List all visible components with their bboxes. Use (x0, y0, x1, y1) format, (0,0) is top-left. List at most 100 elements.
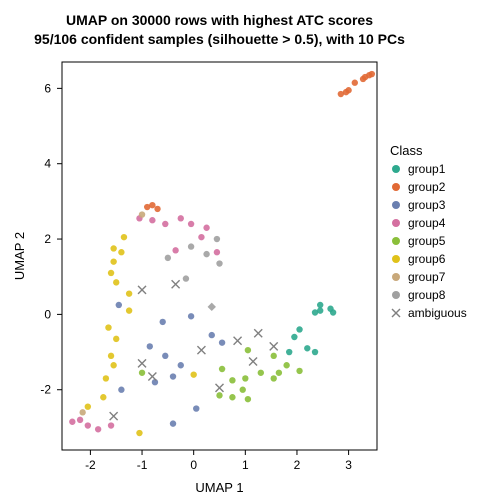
y-tick-label: 2 (44, 232, 51, 246)
y-tick-label: 4 (44, 157, 51, 171)
legend-swatch (392, 273, 400, 281)
point-group6 (110, 258, 116, 264)
x-tick-label: 3 (345, 458, 352, 472)
legend-swatch (392, 201, 400, 209)
point-group8 (165, 255, 171, 261)
legend-swatch (392, 165, 400, 173)
legend-label: group7 (408, 270, 446, 284)
point-group2 (154, 206, 160, 212)
point-group6 (121, 234, 127, 240)
point-group5 (229, 377, 235, 383)
point-group6 (190, 371, 196, 377)
point-group5 (240, 387, 246, 393)
point-group1 (317, 302, 323, 308)
point-group8 (183, 275, 189, 281)
y-axis-label: UMAP 2 (12, 232, 27, 280)
point-group4 (162, 221, 168, 227)
x-tick-label: 0 (190, 458, 197, 472)
point-group1 (317, 307, 323, 313)
point-group8 (203, 251, 209, 257)
point-group6 (103, 375, 109, 381)
point-group8 (214, 236, 220, 242)
legend-swatch (392, 219, 400, 227)
legend-label: group5 (408, 234, 446, 248)
point-group5 (283, 362, 289, 368)
legend-label: group2 (408, 180, 446, 194)
point-group8 (188, 243, 194, 249)
legend-label: group4 (408, 216, 446, 230)
point-group3 (193, 405, 199, 411)
point-group5 (229, 394, 235, 400)
point-group6 (110, 362, 116, 368)
point-group4 (95, 426, 101, 432)
point-group5 (271, 375, 277, 381)
point-group4 (188, 221, 194, 227)
point-group5 (242, 375, 248, 381)
point-group2 (345, 87, 351, 93)
point-group5 (276, 370, 282, 376)
point-group4 (85, 422, 91, 428)
point-group4 (149, 217, 155, 223)
point-group6 (113, 279, 119, 285)
legend-swatch (392, 255, 400, 263)
point-group5 (245, 347, 251, 353)
point-group3 (162, 353, 168, 359)
point-group1 (330, 309, 336, 315)
y-tick-label: -2 (40, 383, 51, 397)
point-group1 (286, 349, 292, 355)
point-group3 (116, 302, 122, 308)
point-group4 (69, 419, 75, 425)
point-group3 (178, 362, 184, 368)
point-group3 (209, 332, 215, 338)
point-group1 (304, 345, 310, 351)
point-group6 (126, 290, 132, 296)
legend-title: Class (390, 143, 423, 158)
chart-title-line2: 95/106 confident samples (silhouette > 0… (34, 31, 405, 47)
point-group2 (352, 80, 358, 86)
x-tick-label: 2 (294, 458, 301, 472)
point-group6 (126, 307, 132, 313)
point-group4 (178, 215, 184, 221)
point-group6 (105, 324, 111, 330)
point-group3 (159, 319, 165, 325)
x-tick-label: 1 (242, 458, 249, 472)
point-group2 (149, 202, 155, 208)
point-group5 (139, 370, 145, 376)
point-group4 (77, 417, 83, 423)
legend-label: group3 (408, 198, 446, 212)
point-group2 (369, 71, 375, 77)
x-tick-label: -1 (137, 458, 148, 472)
point-group6 (110, 245, 116, 251)
legend-swatch (392, 237, 400, 245)
point-group7 (79, 409, 85, 415)
point-group5 (296, 368, 302, 374)
y-tick-label: 0 (44, 307, 51, 321)
point-group3 (170, 373, 176, 379)
point-group4 (172, 247, 178, 253)
umap-scatter-chart: UMAP on 30000 rows with highest ATC scor… (0, 0, 504, 504)
point-group4 (214, 249, 220, 255)
point-group6 (113, 336, 119, 342)
point-group4 (108, 422, 114, 428)
point-group6 (136, 430, 142, 436)
point-group1 (312, 349, 318, 355)
legend-label: group1 (408, 162, 446, 176)
legend-swatch (392, 291, 400, 299)
chart-title-line1: UMAP on 30000 rows with highest ATC scor… (66, 12, 373, 28)
point-group3 (219, 339, 225, 345)
legend-label: group6 (408, 252, 446, 266)
point-group5 (271, 353, 277, 359)
point-group5 (216, 392, 222, 398)
point-group1 (291, 334, 297, 340)
legend-label: ambiguous (408, 306, 467, 320)
point-group5 (258, 370, 264, 376)
x-axis-label: UMAP 1 (195, 480, 243, 495)
point-group5 (245, 396, 251, 402)
point-group4 (198, 234, 204, 240)
point-group7 (139, 211, 145, 217)
point-group6 (100, 394, 106, 400)
point-group6 (108, 270, 114, 276)
y-tick-label: 6 (44, 81, 51, 95)
point-group3 (188, 313, 194, 319)
point-group1 (296, 326, 302, 332)
